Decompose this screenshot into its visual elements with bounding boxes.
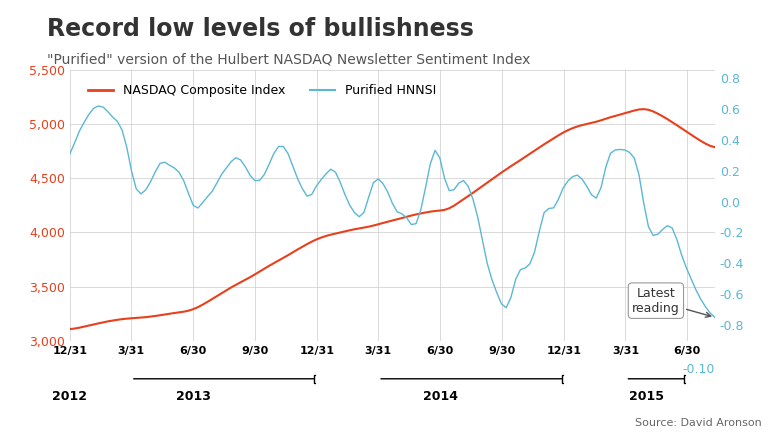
Text: Source: David Aronson: Source: David Aronson [635,418,761,428]
Text: 2012: 2012 [52,391,88,403]
Text: 2014: 2014 [423,391,458,403]
Text: "Purified" version of the Hulbert NASDAQ Newsletter Sentiment Index: "Purified" version of the Hulbert NASDAQ… [47,52,530,66]
Legend: NASDAQ Composite Index, Purified HNNSI: NASDAQ Composite Index, Purified HNNSI [82,79,441,102]
Text: 2015: 2015 [629,391,664,403]
Text: -0.10: -0.10 [682,363,715,375]
Text: Latest
reading: Latest reading [632,287,711,317]
Text: 2013: 2013 [176,391,211,403]
Text: Record low levels of bullishness: Record low levels of bullishness [47,17,473,42]
